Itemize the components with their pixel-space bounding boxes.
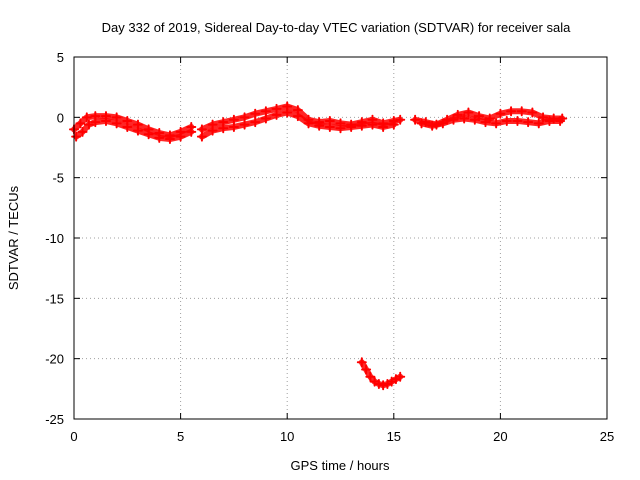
data-point bbox=[512, 115, 523, 126]
data-point bbox=[437, 118, 448, 129]
data-point bbox=[303, 118, 314, 129]
data-point bbox=[228, 121, 239, 132]
x-tick-label: 15 bbox=[387, 429, 401, 444]
data-point bbox=[111, 118, 122, 129]
data-point bbox=[100, 115, 111, 126]
axes: 0 5 10 15 20 25 5 0 -5 -10 -15 -20 -25 bbox=[45, 50, 614, 444]
data-point bbox=[282, 107, 293, 118]
data-point bbox=[271, 109, 282, 120]
data-point bbox=[365, 371, 376, 382]
data-point bbox=[81, 112, 92, 123]
data-point bbox=[416, 118, 427, 129]
data-point bbox=[395, 371, 406, 382]
data-point bbox=[506, 106, 517, 117]
data-point bbox=[77, 126, 88, 137]
data-point bbox=[239, 119, 250, 130]
data-point bbox=[186, 126, 197, 137]
data-point bbox=[175, 131, 186, 142]
data-point bbox=[523, 117, 534, 128]
data-point bbox=[250, 117, 261, 128]
data-point bbox=[544, 115, 555, 126]
data-point bbox=[501, 115, 512, 126]
data-point bbox=[292, 111, 303, 122]
y-tick-label: 0 bbox=[57, 110, 64, 125]
x-tick-label: 10 bbox=[280, 429, 294, 444]
data-point bbox=[388, 119, 399, 130]
data-point bbox=[314, 120, 325, 131]
data-point bbox=[459, 113, 470, 124]
data-point bbox=[154, 132, 165, 143]
x-tick-label: 20 bbox=[493, 429, 507, 444]
data-point bbox=[427, 120, 438, 131]
data-point bbox=[373, 379, 384, 390]
data-point bbox=[495, 108, 506, 119]
data-point bbox=[378, 121, 389, 132]
x-tick-label: 0 bbox=[70, 429, 77, 444]
data-point bbox=[463, 107, 474, 118]
data-series bbox=[416, 113, 566, 131]
data-point bbox=[448, 114, 459, 125]
data-series bbox=[356, 357, 406, 391]
data-point bbox=[410, 114, 421, 125]
data-point bbox=[164, 134, 175, 145]
data-point bbox=[90, 117, 101, 128]
data-series bbox=[71, 115, 197, 145]
data-point bbox=[207, 125, 218, 136]
data-point bbox=[71, 131, 82, 142]
data-point bbox=[324, 121, 335, 132]
y-axis-label: SDTVAR / TECUs bbox=[6, 185, 21, 290]
data-point bbox=[361, 364, 372, 375]
data-point bbox=[491, 118, 502, 129]
data-point bbox=[378, 380, 389, 391]
data-point bbox=[132, 125, 143, 136]
y-tick-label: -10 bbox=[45, 231, 64, 246]
y-tick-label: -5 bbox=[52, 171, 64, 186]
data-point bbox=[196, 131, 207, 142]
y-tick-label: -25 bbox=[45, 412, 64, 427]
data-point bbox=[356, 357, 367, 368]
data-point bbox=[367, 119, 378, 130]
data-point bbox=[469, 114, 480, 125]
data-point bbox=[250, 108, 261, 119]
data-point bbox=[356, 120, 367, 131]
data-point bbox=[260, 113, 271, 124]
chart-title: Day 332 of 2019, Sidereal Day-to-day VTE… bbox=[102, 20, 571, 35]
data-point bbox=[122, 121, 133, 132]
data-point bbox=[83, 119, 94, 130]
data-point bbox=[75, 118, 86, 129]
data-point bbox=[335, 123, 346, 134]
data-point bbox=[218, 123, 229, 134]
x-axis-label: GPS time / hours bbox=[291, 458, 390, 473]
data-point bbox=[527, 107, 538, 118]
data-point bbox=[395, 114, 406, 125]
x-tick-label: 25 bbox=[600, 429, 614, 444]
data-point bbox=[516, 106, 527, 117]
y-tick-label: -15 bbox=[45, 291, 64, 306]
data-point bbox=[533, 118, 544, 129]
y-tick-label: 5 bbox=[57, 50, 64, 65]
data-point bbox=[143, 129, 154, 140]
data-point bbox=[480, 117, 491, 128]
x-tick-label: 5 bbox=[177, 429, 184, 444]
y-tick-label: -20 bbox=[45, 352, 64, 367]
data-layer bbox=[69, 101, 568, 391]
data-point bbox=[555, 115, 566, 126]
data-series bbox=[196, 107, 399, 142]
data-point bbox=[346, 121, 357, 132]
